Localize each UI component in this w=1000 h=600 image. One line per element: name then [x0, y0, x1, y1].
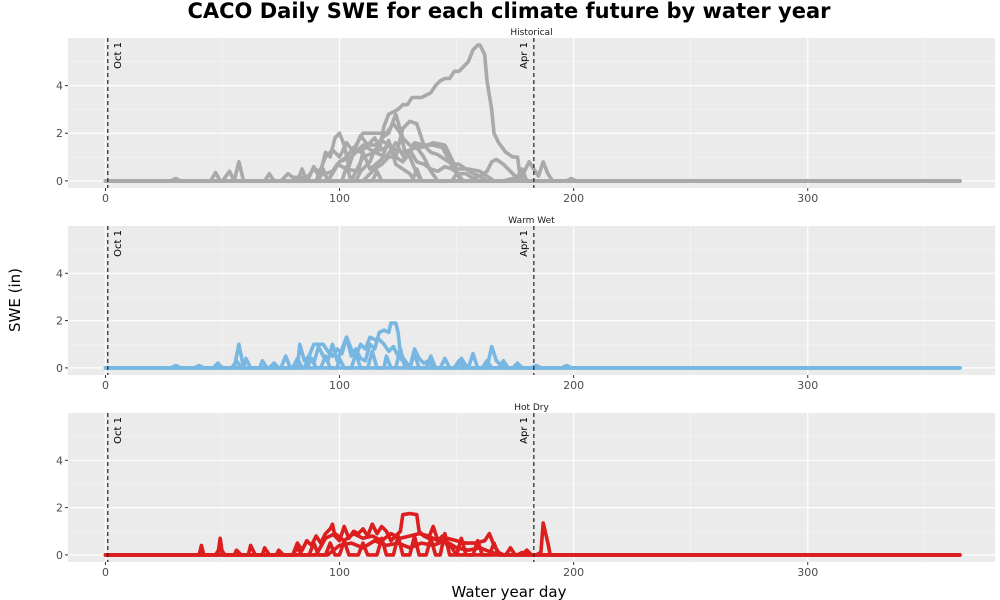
series-line [103, 119, 962, 183]
x-tick-label: 200 [563, 379, 584, 392]
x-tick-label: 300 [797, 566, 818, 579]
series-line [103, 531, 962, 557]
x-tick-label: 0 [102, 192, 109, 205]
series-line [103, 160, 962, 183]
x-tick-label: 100 [329, 379, 350, 392]
reference-line-label: Apr 1 [519, 230, 530, 257]
series-line [103, 335, 962, 370]
x-tick-label: 100 [329, 192, 350, 205]
panel-historical: Historical Oct 1 Apr 1 0 2 4 0 100 200 300 [56, 28, 995, 205]
y-tick-label: 0 [56, 549, 63, 562]
panel-background [68, 413, 995, 562]
reference-line-label: Apr 1 [519, 417, 530, 444]
x-axis-title: Water year day [452, 583, 567, 600]
y-tick-label: 0 [56, 362, 63, 375]
panel-strip-title: Historical [510, 28, 552, 38]
panel-warm-wet: Warm Wet Oct 1 Apr 1 0 2 4 0 100 200 300 [56, 216, 995, 392]
x-tick-label: 0 [102, 379, 109, 392]
y-tick-label: 2 [56, 502, 63, 515]
y-axis-title: SWE (in) [6, 268, 24, 332]
x-tick-label: 200 [563, 566, 584, 579]
panel-background [68, 226, 995, 375]
x-tick-label: 0 [102, 566, 109, 579]
series-line [103, 344, 962, 370]
x-tick-label: 100 [329, 566, 350, 579]
series-line [103, 521, 962, 557]
reference-line-label: Oct 1 [113, 42, 124, 69]
series-line [103, 531, 962, 557]
x-tick-label: 300 [797, 192, 818, 205]
chart-title: CACO Daily SWE for each climate future b… [187, 0, 831, 23]
reference-line-label: Oct 1 [113, 417, 124, 444]
panel-strip-title: Warm Wet [508, 216, 555, 226]
y-tick-label: 4 [56, 80, 63, 93]
reference-line-label: Oct 1 [113, 230, 124, 257]
y-tick-label: 4 [56, 267, 63, 280]
panel-hot-dry: Hot Dry Oct 1 Apr 1 0 2 4 0 100 200 300 [56, 403, 995, 579]
y-tick-label: 2 [56, 315, 63, 328]
x-tick-label: 200 [563, 192, 584, 205]
x-tick-label: 300 [797, 379, 818, 392]
y-tick-label: 0 [56, 175, 63, 188]
series-line [103, 138, 962, 183]
reference-line-label: Apr 1 [519, 42, 530, 69]
panel-strip-title: Hot Dry [514, 403, 549, 413]
y-tick-label: 4 [56, 454, 63, 467]
series-line [103, 43, 962, 183]
series-line [103, 112, 962, 183]
y-tick-label: 2 [56, 127, 63, 140]
